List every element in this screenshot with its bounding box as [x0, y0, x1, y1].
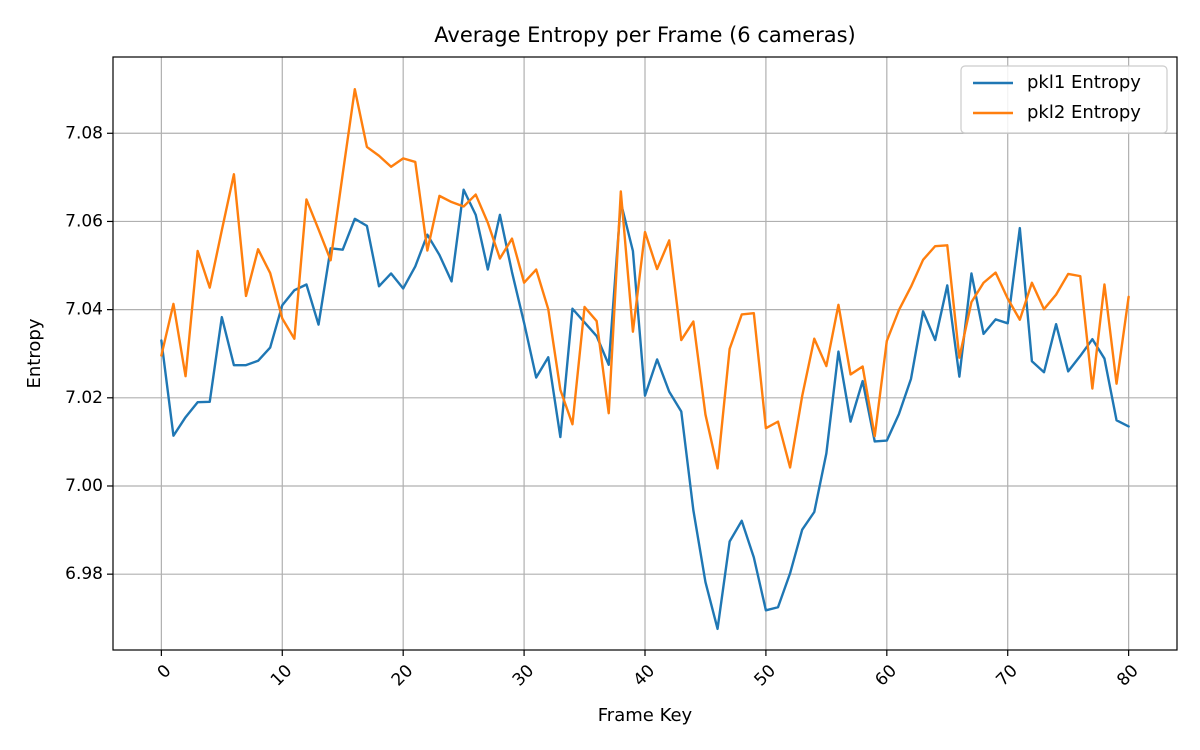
chart-title: Average Entropy per Frame (6 cameras): [434, 23, 856, 47]
series-lines: [160, 87, 1130, 631]
x-tick-label: 10: [267, 661, 296, 690]
y-tick-label: 7.00: [65, 476, 103, 496]
legend: pkl1 Entropy pkl2 Entropy: [960, 65, 1168, 134]
legend-label-1: pkl1 Entropy: [1027, 72, 1141, 93]
x-tick-label: 50: [751, 661, 780, 690]
series-line-2: [160, 87, 1130, 470]
x-tick-label: 60: [871, 661, 900, 690]
y-axis-title: Entropy: [24, 318, 45, 388]
x-tick-label: 70: [992, 661, 1021, 690]
x-tick-label: 80: [1113, 661, 1142, 690]
x-axis-title: Frame Key: [598, 705, 693, 726]
x-tick-label: 30: [509, 661, 538, 690]
legend-label-2: pkl2 Entropy: [1027, 102, 1141, 123]
y-tick-label: 7.02: [65, 388, 103, 408]
series-line-1: [160, 188, 1130, 631]
x-tick-label: 40: [630, 661, 659, 690]
y-tick-label: 7.06: [65, 211, 103, 231]
x-tick-label: 0: [154, 661, 176, 683]
x-tick-label: 20: [388, 661, 417, 690]
grid: [113, 57, 1177, 650]
y-tick-label: 7.04: [65, 300, 103, 320]
y-tick-label: 6.98: [65, 564, 103, 584]
y-tick-label: 7.08: [65, 123, 103, 143]
